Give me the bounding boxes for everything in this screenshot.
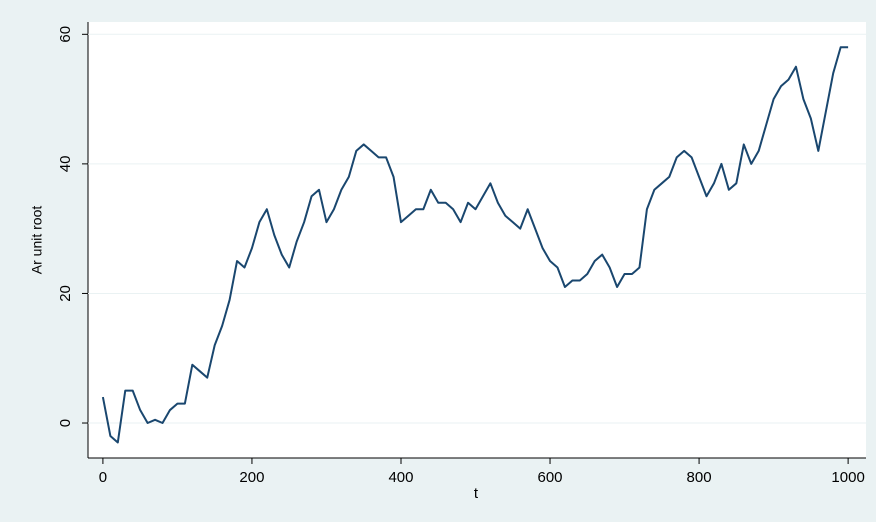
x-tick-label: 200 (239, 469, 264, 486)
x-tick-label: 800 (687, 469, 712, 486)
data-line (101, 46, 849, 444)
y-tick-label: 60 (57, 26, 74, 43)
y-tick-label: 0 (57, 419, 74, 427)
x-tick-label: 400 (388, 469, 413, 486)
x-axis-label: t (474, 485, 479, 502)
y-tick-label: 20 (57, 285, 74, 302)
plot-area (88, 22, 866, 458)
y-axis-label: Ar unit root (29, 206, 45, 275)
x-tick-label: 600 (538, 469, 563, 486)
x-tick-label: 1000 (831, 469, 864, 486)
x-tick-label: 0 (99, 469, 107, 486)
y-tick-label: 40 (57, 156, 74, 173)
